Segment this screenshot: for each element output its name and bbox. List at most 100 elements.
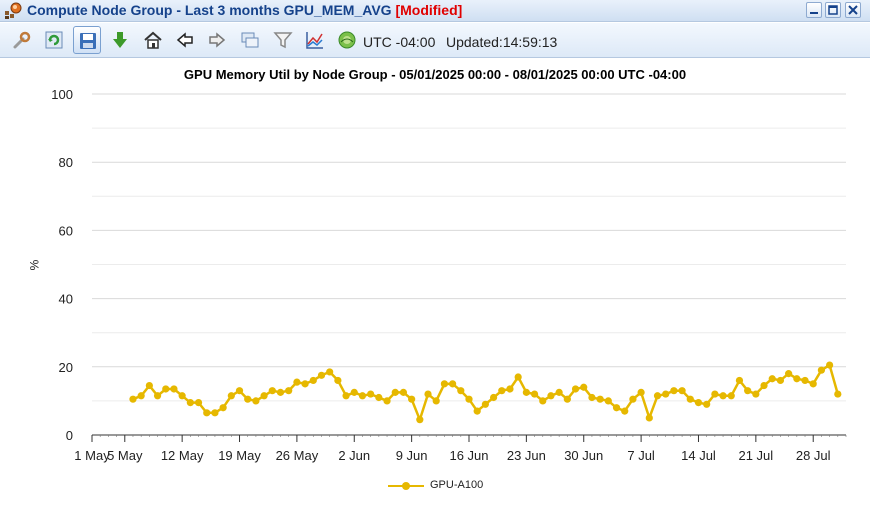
data-point: [465, 395, 473, 403]
data-point: [375, 393, 383, 402]
settings-button[interactable]: [8, 26, 36, 54]
y-tick-label: 80: [59, 155, 73, 170]
save-icon: [80, 33, 96, 49]
data-point: [211, 409, 219, 417]
x-tick-label: 16 Jun: [449, 448, 488, 463]
data-point: [686, 395, 694, 403]
data-point: [637, 388, 645, 396]
x-tick-label: 19 May: [218, 448, 261, 463]
data-point: [342, 392, 350, 400]
data-point: [834, 390, 842, 398]
legend-series-label: GPU-A100: [430, 479, 484, 491]
data-point: [137, 392, 145, 400]
data-point: [711, 390, 719, 398]
x-tick-label: 12 May: [161, 448, 204, 463]
x-tick-label: 2 Jun: [338, 448, 370, 463]
data-point: [235, 387, 244, 395]
data-point: [547, 392, 555, 400]
data-point: [662, 390, 670, 398]
minimize-button[interactable]: [806, 2, 822, 18]
data-point: [153, 392, 162, 400]
data-point: [694, 399, 703, 407]
data-point: [793, 375, 801, 383]
data-point: [432, 397, 440, 405]
data-point: [801, 376, 809, 385]
data-point: [596, 395, 604, 403]
data-point: [530, 390, 539, 398]
close-icon: [848, 5, 858, 15]
data-point: [268, 387, 276, 395]
close-button[interactable]: [845, 2, 861, 18]
windows-icon: [241, 32, 259, 48]
filter-button[interactable]: [269, 26, 297, 54]
maximize-button[interactable]: [825, 2, 841, 18]
save-button[interactable]: [73, 26, 101, 54]
updated-time-label: Updated:14:59:13: [446, 34, 558, 50]
window-title: Compute Node Group - Last 3 months GPU_M…: [27, 2, 462, 18]
data-point: [571, 385, 580, 393]
y-tick-label: 100: [51, 87, 73, 102]
back-button[interactable]: [171, 26, 199, 54]
data-point: [580, 383, 588, 391]
data-point: [703, 400, 711, 408]
data-point: [399, 388, 408, 396]
windows-button[interactable]: [236, 26, 264, 54]
data-point: [621, 407, 629, 415]
data-point: [252, 397, 260, 405]
data-point: [309, 376, 317, 385]
data-point: [293, 378, 301, 386]
data-point: [244, 395, 252, 403]
data-point: [203, 409, 211, 417]
data-point: [604, 397, 612, 405]
y-tick-label: 0: [66, 428, 73, 443]
data-point: [489, 393, 498, 402]
x-tick-label: 23 Jun: [507, 448, 546, 463]
data-point: [301, 380, 309, 388]
data-point: [194, 399, 203, 407]
refresh-icon: [45, 31, 63, 49]
x-tick-label: 9 Jun: [396, 448, 428, 463]
chart-button[interactable]: [301, 26, 329, 54]
x-tick-label: 21 Jul: [738, 448, 773, 463]
data-point: [473, 407, 481, 415]
data-point: [563, 395, 571, 403]
data-point: [481, 400, 489, 408]
data-point: [260, 392, 268, 400]
legend-swatch-marker: [402, 482, 410, 490]
data-point: [809, 380, 817, 388]
x-tick-label: 14 Jul: [681, 448, 716, 463]
timezone-label: UTC -04:00: [363, 34, 436, 50]
data-point: [645, 414, 653, 422]
data-point: [514, 373, 522, 381]
data-point: [629, 395, 637, 403]
y-tick-label: 20: [59, 360, 73, 375]
back-arrow-icon: [176, 32, 193, 48]
data-point: [285, 387, 293, 395]
forward-button[interactable]: [203, 26, 231, 54]
data-point: [612, 404, 621, 412]
data-point: [817, 366, 826, 374]
wrench-icon: [13, 31, 31, 49]
download-button[interactable]: [106, 26, 134, 54]
refresh-button[interactable]: [40, 26, 68, 54]
data-point: [227, 392, 235, 400]
data-point: [522, 388, 530, 396]
data-point: [358, 392, 367, 400]
window-title-bar: Compute Node Group - Last 3 months GPU_M…: [0, 0, 870, 22]
x-tick-label: 5 May: [107, 448, 143, 463]
home-button[interactable]: [139, 26, 167, 54]
data-point: [129, 395, 137, 403]
data-point: [457, 387, 465, 395]
data-point: [744, 387, 752, 395]
timezone-button[interactable]: [333, 26, 361, 54]
chart-title: GPU Memory Util by Node Group - 05/01/20…: [183, 67, 687, 82]
data-point: [145, 381, 153, 390]
x-tick-label: 28 Jul: [796, 448, 831, 463]
data-point: [391, 388, 399, 396]
x-tick-label: 26 May: [276, 448, 319, 463]
data-point: [334, 376, 342, 385]
data-point: [752, 390, 760, 398]
data-point: [162, 385, 170, 393]
data-point: [424, 390, 432, 398]
data-point: [498, 387, 506, 395]
